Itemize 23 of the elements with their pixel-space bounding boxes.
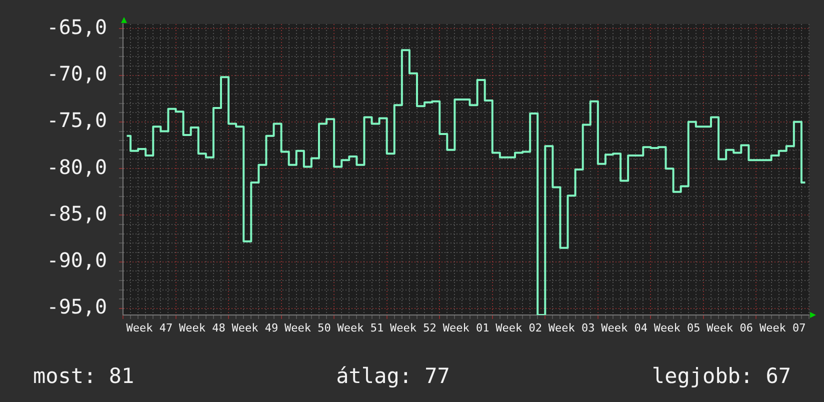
x-tick-label: Week 49 (232, 321, 278, 334)
y-tick-label: -95,0 (46, 294, 107, 319)
y-tick-label: -65,0 (46, 14, 107, 39)
x-tick-label: Week 50 (284, 321, 331, 334)
x-tick-label: Week 07 (759, 321, 806, 334)
x-tick-label: Week 03 (548, 321, 595, 334)
y-tick-label: -85,0 (46, 201, 107, 226)
x-tick-label: Week 04 (601, 321, 648, 334)
text: átlag: 77 (336, 364, 450, 388)
text: most: 81 (33, 364, 134, 388)
x-tick-label: Week 51 (337, 321, 384, 334)
x-tick-label: Week 05 (654, 321, 700, 334)
text: legjobb: 67 (652, 364, 791, 388)
x-tick-label: Week 06 (706, 321, 754, 334)
x-tick-label: Week 02 (496, 321, 542, 334)
y-tick-label: -90,0 (46, 248, 107, 272)
x-tick-label: Week 48 (178, 321, 226, 334)
y-tick-label: -75,0 (46, 108, 107, 132)
y-tick-label: -80,0 (46, 154, 107, 179)
x-tick-label: Week 52 (390, 321, 436, 334)
x-tick-label: Week 47 (126, 321, 173, 334)
y-tick-label: -70,0 (46, 62, 107, 86)
x-tick-label: Week 01 (442, 321, 490, 334)
